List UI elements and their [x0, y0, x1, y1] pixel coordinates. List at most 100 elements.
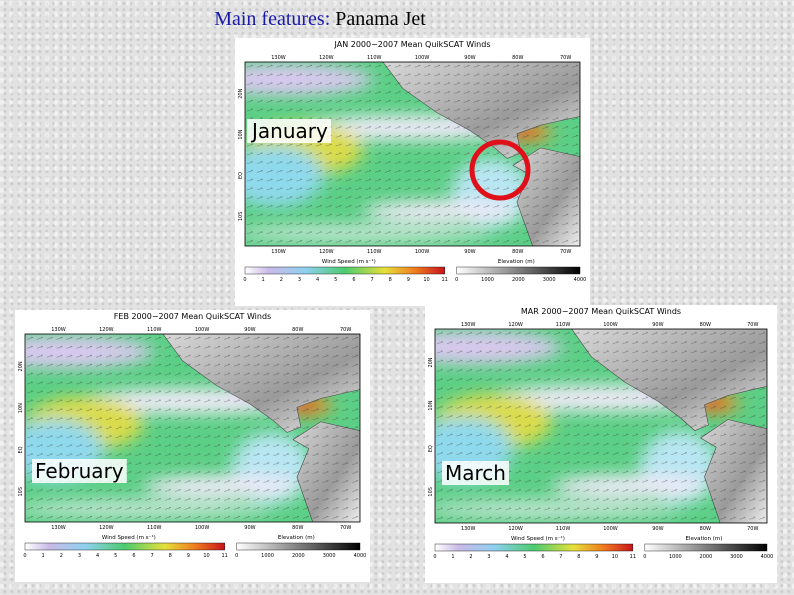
longitude-label: 70W	[747, 526, 758, 532]
wind-tick-label: 1	[42, 553, 45, 559]
wind-tick-label: 3	[78, 553, 81, 559]
longitude-label: 80W	[512, 55, 523, 61]
wind-tick-label: 9	[187, 553, 190, 559]
wind-tick-label: 10	[423, 277, 429, 283]
elevation-caption: Elevation (m)	[685, 536, 722, 542]
wind-tick-label: 2	[469, 554, 472, 560]
longitude-label: 130W	[51, 327, 66, 333]
longitude-label: 110W	[147, 525, 162, 531]
title-rest: Panama Jet	[335, 8, 426, 30]
wind-tick-label: 1	[451, 554, 454, 560]
wind-tick-label: 5	[523, 554, 526, 560]
longitude-label: 110W	[367, 249, 382, 255]
wind-tick-label: 1	[262, 277, 265, 283]
wind-tick-label: 7	[150, 553, 153, 559]
month-label: February	[35, 459, 124, 483]
elevation-colorbar	[236, 542, 361, 551]
wind-tick-label: 0	[433, 554, 436, 560]
longitude-label: 90W	[244, 525, 255, 531]
elevation-caption: Elevation (m)	[498, 259, 535, 265]
latitude-label: EQ	[238, 172, 244, 179]
month-label-background	[442, 461, 509, 485]
elevation-tick-label: 1000	[261, 553, 274, 559]
wind-tick-label: 9	[595, 554, 598, 560]
latitude-label: 10S	[238, 212, 244, 222]
wind-tick-label: 6	[352, 277, 355, 283]
latitude-label: 20N	[238, 88, 244, 98]
latitude-label: 10S	[428, 487, 434, 497]
map-frame	[24, 333, 361, 523]
wind-caption: Wind Speed (m s⁻¹)	[102, 534, 156, 541]
elevation-tick-label: 3000	[543, 277, 556, 283]
longitude-label: 90W	[464, 249, 475, 255]
longitude-label: 130W	[51, 525, 66, 531]
elevation-tick-label: 1000	[669, 554, 682, 560]
latitude-label: EQ	[18, 446, 24, 453]
elevation-tick-label: 2000	[292, 553, 305, 559]
latitude-label: 20N	[428, 357, 434, 367]
elevation-tick-label: 4000	[354, 553, 367, 559]
longitude-label: 110W	[367, 55, 382, 61]
latitude-label: 10N	[18, 403, 24, 413]
longitude-label: 120W	[508, 322, 523, 328]
longitude-label: 80W	[292, 525, 303, 531]
longitude-label: 70W	[560, 249, 571, 255]
wind-tick-label: 3	[298, 277, 301, 283]
elevation-tick-label: 2000	[512, 277, 525, 283]
latitude-label: 10N	[428, 400, 434, 410]
map-frame	[434, 328, 768, 524]
elevation-tick-label: 4000	[574, 277, 587, 283]
elevation-caption: Elevation (m)	[278, 535, 315, 541]
wind-tick-label: 5	[334, 277, 337, 283]
wind-tick-label: 4	[96, 553, 99, 559]
elevation-tick-label: 4000	[761, 554, 774, 560]
month-label: January	[250, 119, 328, 143]
longitude-label: 70W	[560, 55, 571, 61]
longitude-label: 120W	[508, 526, 523, 532]
highlight-circle	[469, 139, 531, 201]
longitude-label: 130W	[461, 322, 476, 328]
elevation-tick-label: 3000	[730, 554, 743, 560]
latitude-label: 10N	[238, 129, 244, 139]
wind-tick-label: 6	[541, 554, 544, 560]
wind-map	[435, 329, 767, 523]
longitude-label: 90W	[244, 327, 255, 333]
longitude-label: 100W	[195, 327, 210, 333]
wind-tick-label: 0	[243, 277, 246, 283]
elevation-tick-label: 3000	[323, 553, 336, 559]
wind-tick-label: 8	[389, 277, 392, 283]
elevation-colorbar	[456, 266, 581, 275]
wind-tick-label: 9	[407, 277, 410, 283]
longitude-label: 70W	[747, 322, 758, 328]
longitude-label: 100W	[603, 526, 618, 532]
longitude-label: 120W	[319, 249, 334, 255]
month-label: March	[445, 461, 506, 485]
longitude-label: 80W	[700, 322, 711, 328]
longitude-label: 120W	[99, 525, 114, 531]
wind-tick-label: 8	[169, 553, 172, 559]
elevation-tick-label: 0	[643, 554, 646, 560]
wind-tick-label: 11	[442, 277, 448, 283]
wind-vectors	[245, 62, 580, 246]
longitude-label: 80W	[292, 327, 303, 333]
longitude-label: 80W	[512, 249, 523, 255]
longitude-label: 100W	[195, 525, 210, 531]
longitude-label: 90W	[652, 526, 663, 532]
wind-caption: Wind Speed (m s⁻¹)	[511, 535, 565, 542]
latitude-label: 10S	[18, 487, 24, 497]
longitude-label: 90W	[464, 55, 475, 61]
longitude-label: 130W	[271, 55, 286, 61]
wind-tick-label: 3	[487, 554, 490, 560]
longitude-label: 110W	[556, 322, 571, 328]
latitude-label: EQ	[428, 445, 434, 452]
wind-tick-label: 6	[132, 553, 135, 559]
map-title: FEB 2000−2007 Mean QuikSCAT Winds	[114, 312, 271, 321]
longitude-label: 80W	[700, 526, 711, 532]
wind-map	[25, 334, 360, 522]
wind-tick-label: 11	[630, 554, 636, 560]
wind-colorbar	[434, 543, 634, 552]
longitude-label: 70W	[340, 327, 351, 333]
wind-tick-label: 2	[280, 277, 283, 283]
